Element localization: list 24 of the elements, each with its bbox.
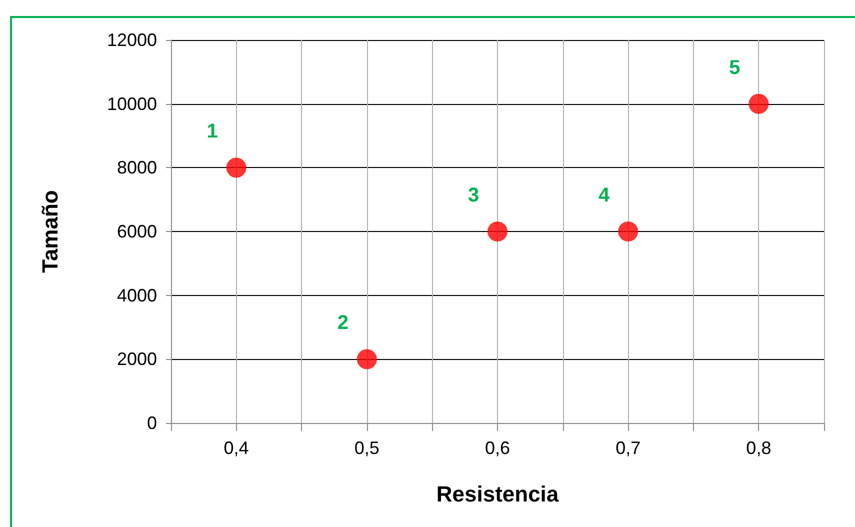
annotation: 3: [468, 184, 480, 206]
point: [226, 158, 246, 178]
x-tick-label: 0,6: [484, 438, 510, 458]
point: [356, 349, 377, 370]
y-axis-title: Tamaño: [38, 190, 62, 273]
y-tick-label: 2000: [116, 349, 157, 370]
y-tick-label: 12000: [106, 30, 157, 50]
annotation: 5: [729, 56, 740, 79]
y-tick-label: 0: [146, 413, 157, 433]
x-tick-label: 0,8: [746, 438, 772, 458]
annotation: 4: [598, 184, 611, 206]
annotation: 1: [206, 120, 218, 143]
annotation: 2: [337, 312, 348, 334]
x-tick-label: 0,5: [354, 438, 380, 458]
point: [748, 94, 769, 114]
point: [618, 222, 638, 242]
y-tick-label: 6000: [116, 222, 157, 242]
y-tick-label: 8000: [116, 158, 157, 178]
x-axis-title: Resistencia: [436, 482, 560, 506]
x-tick-label: 0,4: [224, 438, 249, 458]
y-tick-label: 4000: [116, 285, 157, 306]
y-tick-label: 10000: [106, 94, 157, 114]
x-tick-label: 0,7: [616, 438, 641, 458]
point: [488, 222, 508, 242]
